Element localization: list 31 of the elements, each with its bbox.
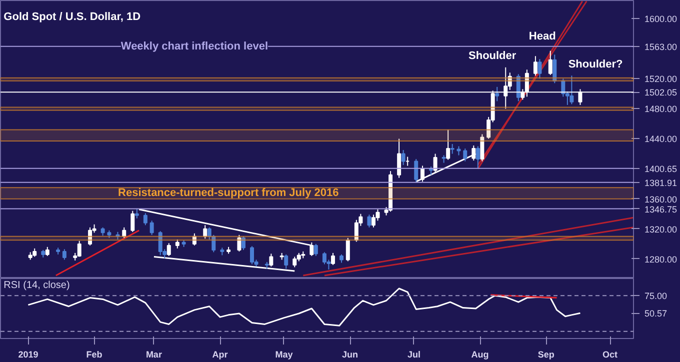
y-tick-label: 1440.00 <box>644 134 678 144</box>
x-tick-label: May <box>275 350 293 360</box>
ref-line-label: 1346.75 <box>644 204 678 214</box>
y-tick-label: 1600.00 <box>644 14 678 24</box>
ref-line-label: 1381.91 <box>644 178 678 188</box>
chart-title: RSI (14, close) <box>4 280 70 292</box>
x-tick-label: Apr <box>212 350 228 360</box>
y-tick-label: 1520.00 <box>644 74 678 84</box>
y-tick-label: 1320.00 <box>644 224 678 234</box>
annotation: Shoulder? <box>568 58 623 70</box>
x-tick-label: Jun <box>342 350 358 360</box>
annotation: Shoulder <box>468 50 517 62</box>
y-tick-label: 1480.00 <box>644 104 678 114</box>
ref-line-label: 1563.00 <box>644 42 678 52</box>
x-tick-label: Mar <box>146 350 162 360</box>
text: Gold Spot / U.S. Dollar, 1D <box>4 11 141 24</box>
annotation: Head <box>528 30 556 43</box>
y-tick-label: 50.57 <box>644 308 668 319</box>
x-tick-label: Oct <box>602 350 618 360</box>
band-label: Resistance-turned-support from July 2016 <box>118 187 339 200</box>
ref-line-label: 1502.05 <box>644 88 678 98</box>
x-tick-label: Aug <box>471 350 489 360</box>
y-tick-label: 1360.00 <box>644 194 678 204</box>
x-tick-label: 2019 <box>18 350 38 360</box>
x-tick-label: Jul <box>407 350 420 360</box>
x-tick-label: Feb <box>86 350 103 360</box>
ref-line-label: 1400.65 <box>644 164 678 174</box>
x-tick-label: Sep <box>538 350 555 360</box>
annotation: Weekly chart inflection level <box>120 40 268 52</box>
y-tick-label: 75.00 <box>644 291 668 302</box>
y-tick-label: 1280.00 <box>644 254 678 264</box>
